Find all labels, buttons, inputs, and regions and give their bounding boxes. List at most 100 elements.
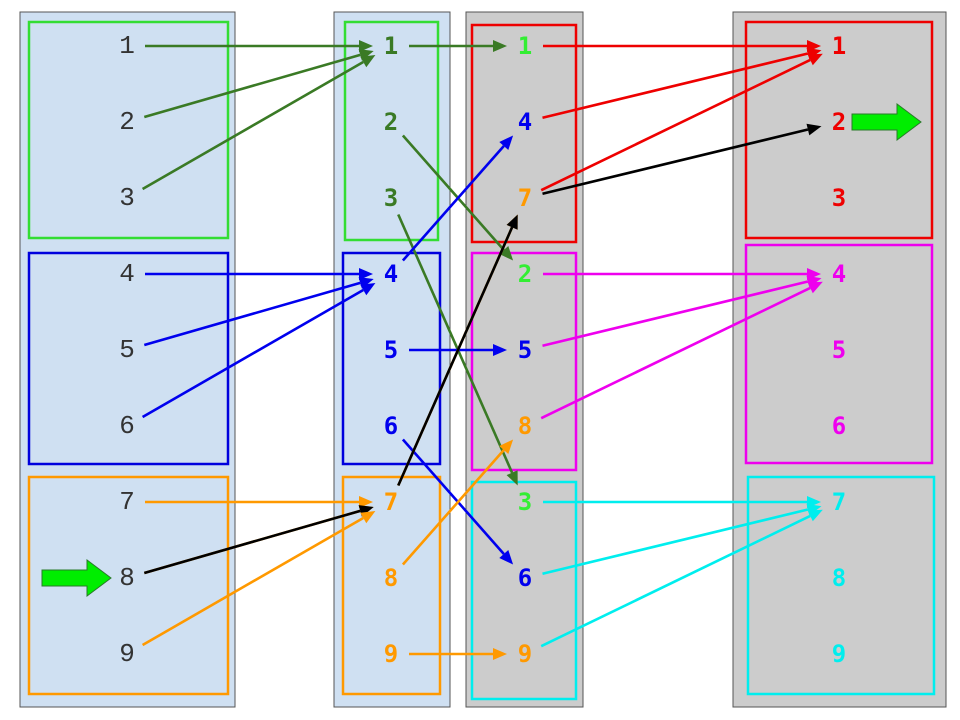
col4-label-7: 7: [832, 488, 846, 516]
column-backgrounds: [19, 11, 947, 708]
arrow-head: [806, 123, 822, 136]
col1-group-3-box: [27, 475, 230, 696]
arrow-col1-7-to-col2-7: [145, 496, 373, 508]
arrow-shaft: [540, 514, 811, 648]
col1-label-6: 6: [119, 411, 135, 441]
col3-label-7: 3: [518, 488, 532, 516]
col4-label-5: 5: [832, 336, 846, 364]
arrow-shaft: [397, 226, 514, 487]
arrow-head: [499, 550, 514, 565]
arrow-shaft: [540, 58, 811, 192]
col2-group-1-box: [343, 20, 440, 242]
col3-group-1-box: [470, 23, 578, 244]
col2-label-6: 6: [384, 412, 398, 440]
col4-group-3-box: [746, 475, 936, 696]
arrow-head: [493, 344, 507, 356]
arrow-col2-7-to-col3-3: [397, 214, 518, 487]
arrow-col1-6-to-col2-4: [141, 283, 376, 419]
arrow-shaft: [141, 288, 364, 419]
arrow-col2-2-to-col3-4: [401, 134, 514, 261]
arrow-shaft: [542, 280, 809, 348]
arrow-shaft: [401, 145, 505, 262]
col4-label-1: 1: [832, 32, 846, 60]
arrow-shaft: [542, 52, 809, 120]
col3-label-1: 1: [518, 32, 532, 60]
arrow-col2-3-to-col3-7: [397, 213, 518, 486]
col2-label-7: 7: [384, 488, 398, 516]
arrow-col3-9-to-col4-7: [540, 509, 823, 648]
arrow-col2-9-to-col3-9: [409, 648, 507, 660]
arrow-head: [499, 246, 514, 261]
arrow-col1-1-to-col2-1: [145, 40, 373, 52]
col1-background: [19, 11, 236, 708]
arrow-shaft: [143, 53, 361, 119]
arrow-shaft: [397, 213, 514, 474]
arrow-head: [807, 281, 823, 294]
col4-label-9: 9: [832, 640, 846, 668]
arrow-col2-8-to-col3-6: [401, 439, 514, 566]
arrow-col2-6-to-col3-8: [401, 438, 514, 565]
arrow-shaft: [141, 516, 364, 647]
col1-label-5: 5: [119, 335, 135, 365]
arrow-col1-3-to-col2-1: [141, 55, 376, 191]
col2-label-1: 1: [384, 32, 398, 60]
arrow-head: [506, 470, 518, 486]
col2-label-4: 4: [384, 260, 398, 288]
col2-label-5: 5: [384, 336, 398, 364]
col3-group-3-box: [470, 480, 578, 701]
arrow-shaft: [542, 128, 809, 196]
arrow-head: [360, 283, 376, 296]
arrow-col3-3-to-col4-2: [542, 123, 822, 196]
col3-label-4: 2: [518, 260, 532, 288]
arrow-head: [360, 511, 376, 524]
col3-label-6: 8: [518, 412, 532, 440]
col1-label-4: 4: [119, 259, 135, 289]
col1-label-1: 1: [119, 31, 135, 61]
col2-label-2: 2: [384, 108, 398, 136]
arrow-col1-4-to-col2-4: [145, 268, 373, 280]
arrow-col3-3-to-col4-1: [540, 53, 823, 192]
col3-label-3: 7: [518, 184, 532, 212]
col3-label-9: 9: [518, 640, 532, 668]
col2-background: [333, 11, 451, 708]
col3-label-5: 5: [518, 336, 532, 364]
arrow-head: [499, 439, 514, 454]
arrow-shaft: [143, 281, 361, 347]
col3-label-2: 4: [518, 108, 532, 136]
col4-label-4: 4: [832, 260, 846, 288]
group-boxes: [27, 20, 936, 701]
arrow-shaft: [141, 60, 364, 191]
start-marker-arrow-icon: [41, 559, 112, 597]
col4-label-8: 8: [832, 564, 846, 592]
arrow-shaft: [542, 508, 809, 576]
end-marker-arrow-icon: [851, 103, 922, 141]
col1-group-1-box: [27, 20, 230, 240]
arrow-col2-5-to-col3-5: [409, 344, 507, 356]
arrow-shaft: [401, 134, 505, 251]
arrow-head: [506, 214, 518, 230]
arrow-shaft: [143, 509, 361, 575]
col4-label-6: 6: [832, 412, 846, 440]
arrow-head: [359, 268, 373, 280]
arrow-col2-1-to-col3-1: [409, 40, 507, 52]
arrow-col3-6-to-col4-4: [540, 281, 823, 420]
col3-background: [465, 11, 584, 708]
arrows: [141, 40, 823, 660]
col2-label-9: 9: [384, 640, 398, 668]
arrow-shaft: [401, 449, 505, 566]
arrow-head: [493, 40, 507, 52]
markers: [41, 103, 922, 597]
col1-label-9: 9: [119, 639, 135, 669]
arrow-head: [807, 53, 823, 66]
arrow-shaft: [540, 286, 811, 420]
col4-label-2: 2: [832, 108, 846, 136]
arrow-head: [359, 40, 373, 52]
col4-label-3: 3: [832, 184, 846, 212]
arrow-head: [807, 509, 823, 522]
col2-group-2-box: [341, 251, 442, 466]
col1-label-8: 8: [119, 563, 135, 593]
arrow-head: [499, 135, 514, 150]
